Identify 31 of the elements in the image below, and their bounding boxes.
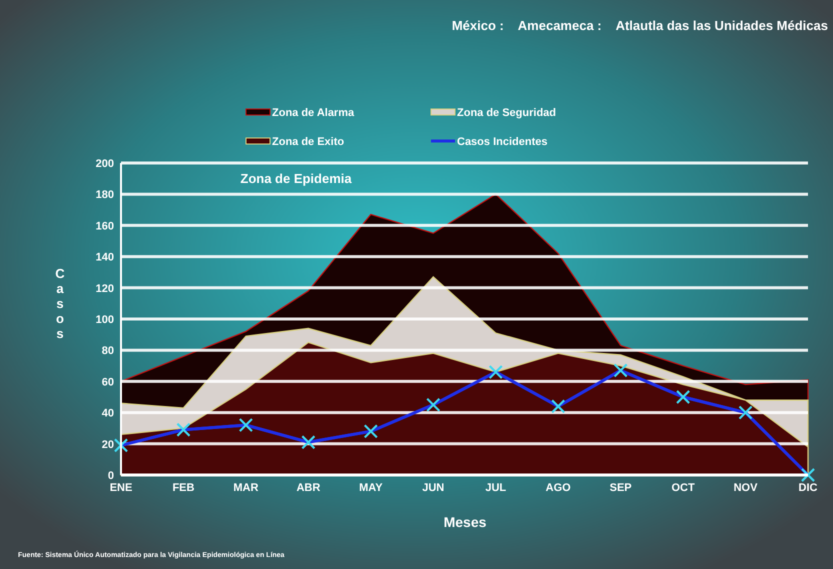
y-tick-label: 60 (102, 376, 114, 388)
x-tick-label: JUN (422, 482, 444, 494)
x-tick-label: DIC (798, 482, 818, 494)
legend-label: Zona de Seguridad (457, 107, 556, 119)
x-tick-label: ENE (110, 482, 132, 494)
x-tick-label: OCT (671, 482, 695, 494)
x-tick-label: SEP (610, 482, 632, 494)
y-tick-label: 160 (96, 220, 114, 232)
y-tick-label: 40 (102, 408, 114, 420)
y-tick-label: 140 (96, 252, 114, 264)
annotation: Zona de Epidemia (240, 171, 352, 186)
legend-label: Casos Incidentes (457, 136, 548, 148)
chart-title: México : Amecameca : Atlautla das las Unidades Médicas (452, 18, 828, 33)
y-tick-label: 120 (96, 282, 114, 295)
x-tick-label: AGO (546, 482, 572, 494)
y-tick-label: 100 (96, 314, 114, 326)
x-tick-label: FEB (172, 482, 195, 494)
x-tick-label: MAR (233, 482, 258, 494)
legend-label: Zona de Exito (272, 136, 344, 148)
x-tick-label: ABR (296, 482, 320, 494)
x-tick-label: MAY (359, 482, 384, 494)
y-tick-label: 180 (96, 189, 114, 202)
x-axis-title: Meses (444, 514, 487, 530)
y-tick-label: 80 (102, 345, 114, 358)
legend-label: Zona de Alarma (272, 107, 355, 119)
y-axis-title: Casos (55, 266, 66, 341)
y-tick-label: 20 (102, 438, 114, 451)
y-tick-label: 200 (96, 158, 114, 170)
x-tick-label: NOV (734, 482, 758, 494)
x-tick-label: JUL (485, 482, 506, 494)
y-tick-label: 0 (108, 470, 114, 482)
